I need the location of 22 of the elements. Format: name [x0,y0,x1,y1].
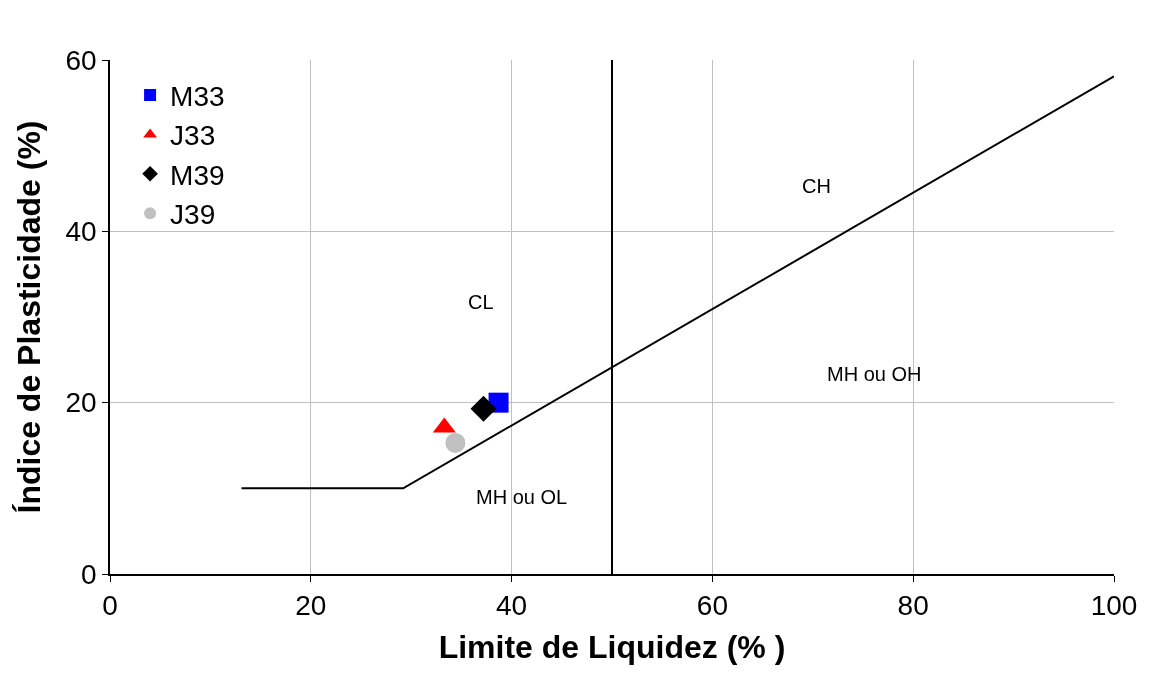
point [445,432,466,453]
x-tick-label: 40 [496,590,528,622]
x-tick-label: 100 [1090,590,1138,622]
y-axis-title: Índice de Plasticidade (%) [11,120,48,514]
point [470,395,497,422]
y-tick-label: 40 [65,216,97,248]
annotation: MH ou OL [476,486,568,508]
annotation: MH ou OH [827,363,922,385]
x-tick-label: 20 [295,590,327,622]
annotation: CH [802,175,831,197]
x-axis-title: Limite de Liquidez (% ) [438,628,786,665]
x-tick-label: 0 [102,590,118,622]
legend-label: J33 [170,120,216,152]
annotation: CL [468,291,494,313]
legend-label: J39 [170,199,216,231]
x-tick-label: 60 [696,590,728,622]
y-tick-label: 60 [65,44,97,76]
x-tick-label: 80 [897,590,929,622]
y-tick-label: 0 [81,558,97,590]
legend-label: M39 [170,159,225,191]
y-tick-label: 20 [65,387,97,419]
legend-label: M33 [170,80,225,112]
